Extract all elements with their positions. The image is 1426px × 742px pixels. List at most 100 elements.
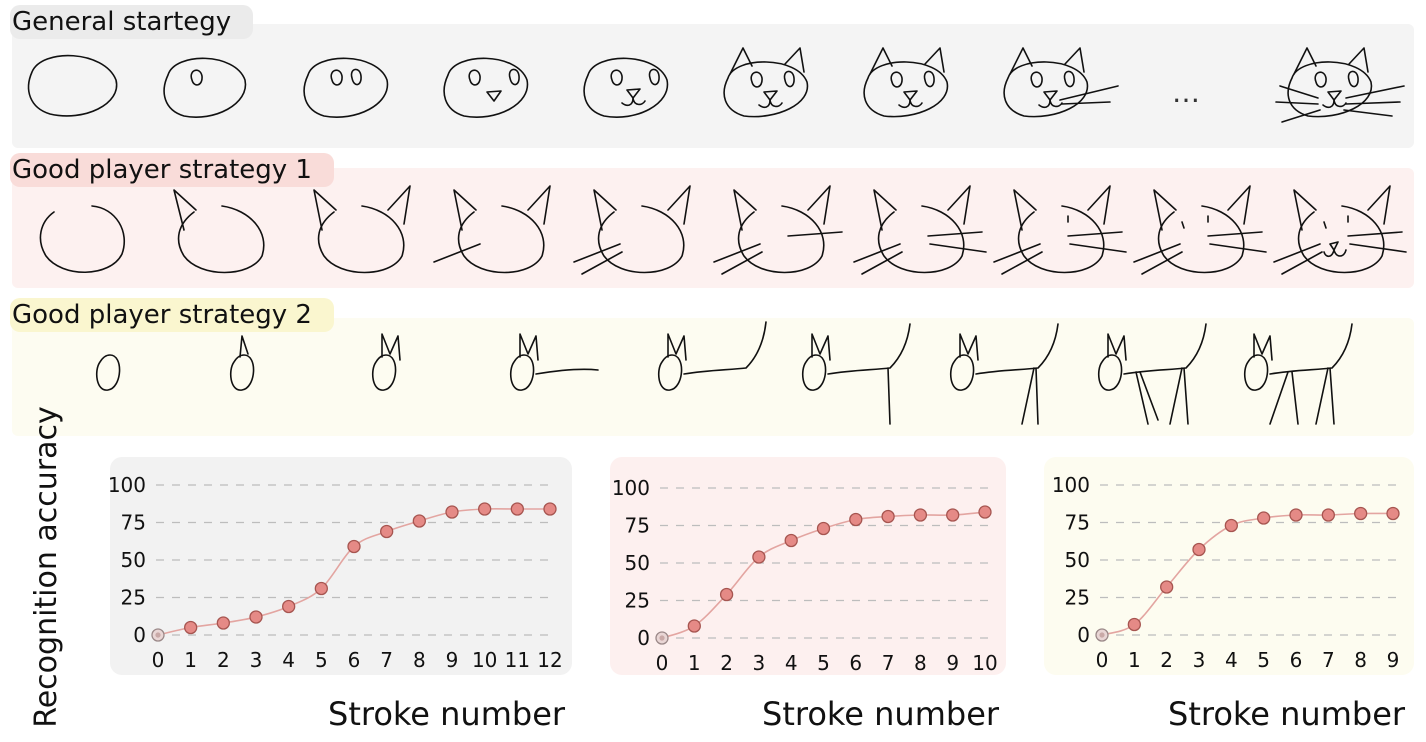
data-point (184, 620, 198, 635)
x-tick-label: 0 (1096, 648, 1109, 672)
y-tick-label: 75 (1065, 511, 1090, 535)
x-tick-label: 7 (380, 648, 393, 672)
data-point-center (659, 635, 665, 641)
x-tick-label: 10 (472, 648, 497, 672)
x-tick-label: 3 (250, 648, 263, 672)
y-tick-label: 0 (637, 626, 650, 650)
y-tick-label: 50 (625, 551, 650, 575)
sketch-stroke-5 (573, 185, 691, 275)
good-strategy-2-title: Good player strategy 2 (10, 298, 334, 332)
data-point (1160, 580, 1174, 594)
data-point (249, 610, 263, 624)
data-point (978, 505, 992, 519)
sketch-stroke-3 (313, 185, 411, 274)
x-tick-label: 4 (1225, 648, 1238, 672)
data-point (816, 521, 831, 536)
data-point (1386, 506, 1400, 521)
x-tick-label: 2 (217, 648, 230, 672)
sketch-stroke-5 (583, 57, 669, 118)
x-tick-label: 1 (688, 651, 701, 675)
x-tick-label: 8 (413, 648, 426, 672)
y-tick-label: 50 (121, 548, 146, 572)
x-tick-label: 1 (1128, 648, 1141, 672)
sketch-stroke-3 (303, 57, 389, 118)
y-tick-label: 100 (1052, 473, 1090, 497)
data-point (1321, 508, 1335, 522)
sketch-stroke-8 (1003, 47, 1119, 118)
good-strategy-1-title: Good player strategy 1 (10, 153, 334, 187)
x-tick-label: 0 (152, 648, 165, 672)
data-point (478, 502, 492, 516)
sketch-stroke-5 (657, 321, 767, 391)
y-tick-label: 75 (625, 514, 650, 538)
x-tick-label: 11 (505, 648, 530, 672)
sketch-stroke-1 (95, 354, 121, 391)
x-tick-label: 6 (1290, 648, 1303, 672)
sketch-stroke-8 (993, 185, 1127, 275)
data-point (1289, 508, 1303, 522)
series-line (157, 507, 550, 636)
x-tick-label: 0 (656, 651, 669, 675)
sketch-stroke-1 (27, 54, 118, 117)
x-tick-label: 8 (1354, 648, 1367, 672)
sketch-stroke-6 (723, 47, 809, 118)
sketch-stroke-1 (39, 205, 126, 273)
x-tick-label: 2 (720, 651, 733, 675)
x-tick-label: 5 (817, 651, 830, 675)
data-point (719, 587, 734, 602)
x-tick-label: 7 (882, 651, 895, 675)
chart-panel-strategy-2: 0 25 50 75 100 0 1 2 3 4 5 6 7 8 9 (1044, 457, 1414, 675)
data-point (1354, 506, 1368, 521)
good-strategy-2-sketches (95, 321, 1353, 425)
data-point (347, 539, 361, 554)
chart-panel-strategy-1: 0 25 50 75 100 0 1 2 3 4 5 6 7 8 9 10 (610, 457, 1006, 675)
y-tick-label: 25 (1065, 586, 1090, 610)
data-point (913, 508, 928, 522)
y-axis-title: Recognition accuracy (29, 406, 64, 728)
sketch-stroke-8 (1097, 323, 1207, 425)
y-tick-label: 25 (121, 586, 146, 610)
sketch-stroke-4 (433, 185, 551, 274)
data-point (1192, 542, 1206, 557)
x-tick-label: 10 (972, 651, 997, 675)
y-tick-label: 100 (108, 473, 146, 497)
data-point (412, 514, 426, 528)
data-point (314, 581, 328, 596)
sketch-stroke-7 (863, 47, 949, 118)
sketch-stroke-7 (853, 185, 987, 275)
sketch-stroke-7 (949, 323, 1059, 425)
data-point (445, 505, 459, 519)
data-point (1224, 518, 1238, 533)
sketch-stroke-4 (443, 57, 529, 118)
x-tick-label: 9 (946, 651, 959, 675)
sketch-stroke-4 (509, 333, 599, 391)
data-point (946, 508, 960, 522)
x-tick-label: 12 (537, 648, 562, 672)
data-point-center (155, 632, 161, 638)
y-tick-label: 0 (133, 623, 146, 647)
general-strategy-title: General startegy (10, 5, 254, 39)
x-tick-label: 8 (914, 651, 927, 675)
sketch-ellipsis: … (1172, 76, 1202, 109)
data-point (282, 599, 296, 614)
x-axis-title-strategy-1: Stroke number (762, 695, 1000, 733)
data-point (752, 550, 766, 564)
data-point (849, 512, 863, 527)
sketch-stroke-6 (713, 185, 843, 275)
data-point (543, 502, 557, 516)
chart-panel-general: 0 25 50 75 100 0 1 2 3 4 5 6 7 8 9 10 11 12 (108, 457, 572, 675)
x-tick-label: 1 (184, 648, 197, 672)
data-point (1127, 617, 1141, 632)
x-axis-title-general: Stroke number (328, 695, 566, 733)
data-point (881, 509, 895, 524)
x-tick-label: 5 (1257, 648, 1270, 672)
x-tick-label: 2 (1160, 648, 1173, 672)
x-tick-label: 3 (1193, 648, 1206, 672)
good-strategy-1-sketches (39, 185, 1407, 275)
sketch-stroke-3 (371, 333, 401, 391)
x-tick-label: 4 (282, 648, 295, 672)
x-tick-label: 3 (753, 651, 766, 675)
